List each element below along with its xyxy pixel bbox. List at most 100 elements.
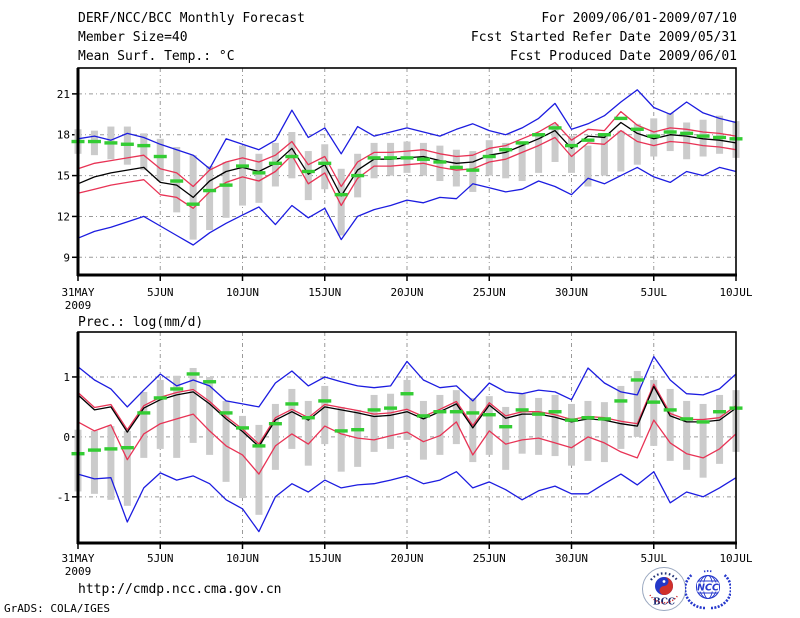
observation-dash [433,160,447,164]
x-tick-label: 10JUN [226,286,259,299]
x-tick-label: 20JUN [390,552,423,565]
observation-dash [285,154,299,159]
observation-dash [482,154,496,159]
y-tick-label: -1 [57,491,70,504]
observation-dash [318,399,332,403]
spread-bar [469,397,477,463]
bcc-logo-bottom-characters [649,594,679,604]
observation-dash [680,131,694,136]
member-size-label: Member Size=40 [78,30,188,45]
observation-dash [597,417,611,421]
observation-dash [449,165,463,170]
x-tick-label: 30JUN [555,286,588,299]
observation-dash [170,387,184,391]
y-tick-label: 1 [63,371,70,384]
observation-dash [499,425,513,429]
spread-bar [337,168,345,236]
observation-dash [285,402,299,406]
website-url: http://cmdp.ncc.cma.gov.cn [78,582,282,597]
spread-bar [255,424,263,515]
observation-dash [449,410,463,414]
ensemble-mean-line [77,385,737,448]
x-tick-label: 20JUN [390,286,423,299]
observation-dash [532,412,546,416]
observation-dash [153,396,167,400]
spread-bar [239,145,246,206]
spread-bar [140,133,148,171]
spread-bar [140,391,148,458]
spread-bar [387,393,395,449]
observation-dash [614,399,628,403]
spread-bar [617,385,625,449]
y-tick-label: 0 [63,431,70,444]
observation-dash [581,138,595,142]
observation-dash [400,156,414,160]
spread-bar [189,367,197,443]
spread-bar [222,400,230,482]
spread-bar [107,426,115,500]
observation-dash [334,429,348,433]
observation-dash [203,188,217,193]
x-tick-label: 31MAY [61,286,94,299]
spread-bar [568,403,575,466]
spread-bar [271,403,279,470]
x-tick-label: 5JUL [641,552,668,565]
x-tick-label: 10JUL [719,286,752,299]
observation-dash [466,168,480,172]
x-tick-label: 5JUN [147,552,174,565]
spread-bar [370,394,378,452]
spread-bar [502,142,510,179]
y-tick-label: 12 [57,210,70,223]
observation-dash [647,134,661,138]
spread-bar [255,153,263,203]
x-tick-label: 5JUL [641,286,668,299]
bcc-swirl-red [659,577,673,595]
observation-dash [416,414,430,418]
spread-bar [584,400,592,461]
observation-dash [87,448,101,452]
ensemble-min-line [77,166,737,246]
spread-bar [452,390,460,445]
observation-dash [713,410,727,414]
observation-dash [400,392,414,396]
x-tick-label: 25JUN [473,286,506,299]
observation-dash [565,418,578,422]
observation-dash [680,417,694,421]
spread-bar [518,144,526,182]
upper-spread-line [77,110,737,188]
ncc-logo-text: NCC [697,583,719,594]
observation-dash [153,154,167,159]
x-tick-label: 10JUL [719,552,752,565]
observation-dash [696,134,710,138]
y-tick-label: 21 [57,88,70,101]
spread-bar [584,145,592,187]
observation-dash [433,410,447,414]
observation-dash [252,171,266,175]
spread-bar [419,400,427,460]
spread-bar [436,394,444,455]
observation-dash [548,126,562,130]
spread-bar [683,122,691,160]
top-chart-variable-label: Mean Surf. Temp.: °C [78,49,235,64]
observation-dash [203,380,217,384]
observation-dash [614,116,628,121]
observation-dash [137,411,151,415]
spread-bar [716,394,724,464]
observation-dash [384,406,398,410]
spread-bar [699,119,707,157]
observation-dash [367,156,381,160]
observation-dash [318,161,332,166]
lower-spread-line [77,413,737,475]
spread-bar [535,136,543,173]
observation-dash [170,179,184,183]
observation-dash [351,173,365,178]
x-tick-label: 25JUN [473,552,506,565]
spread-bar [206,166,214,231]
observation-dash [647,400,661,404]
observation-dash [499,148,513,152]
fcst-produced-date-label: Fcst Produced Date 2009/06/01 [510,49,737,64]
observation-dash [482,413,496,417]
spread-bars [74,367,740,515]
